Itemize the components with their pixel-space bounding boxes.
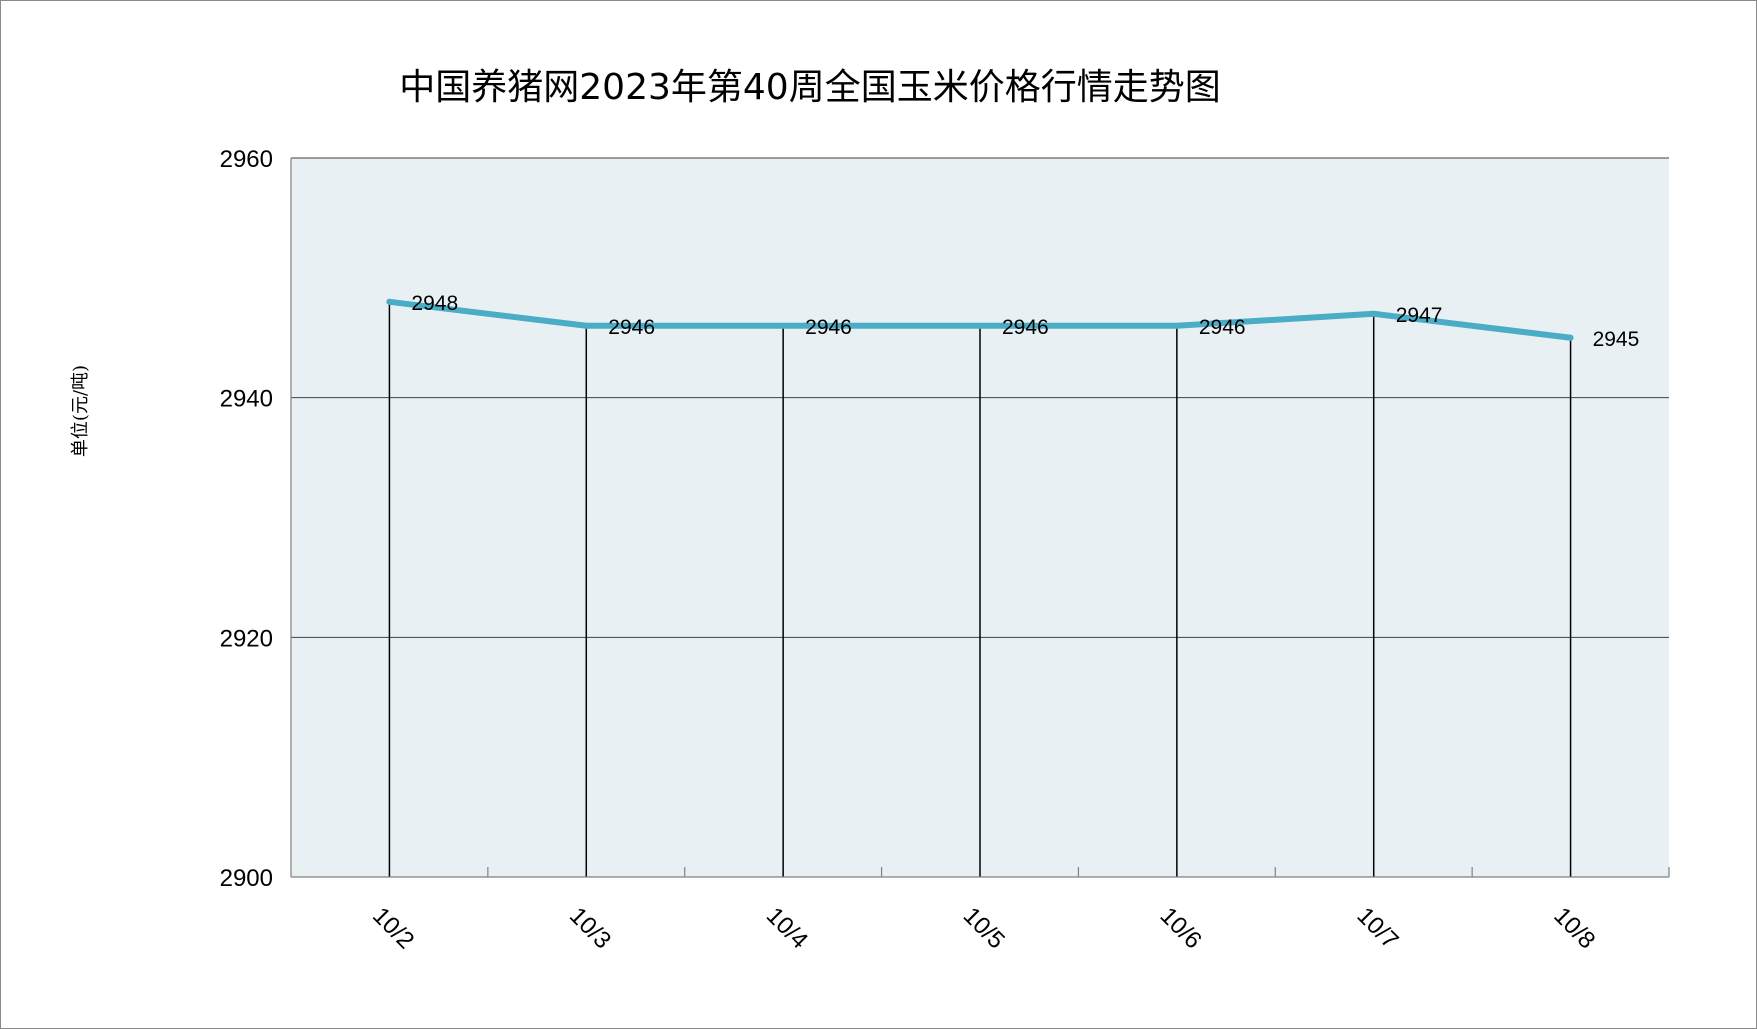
data-label: 2947	[1396, 304, 1443, 327]
chart-title: 中国养猪网2023年第40周全国玉米价格行情走势图	[399, 67, 1221, 108]
data-point	[386, 298, 393, 305]
data-label: 2948	[411, 292, 458, 315]
data-point	[583, 322, 590, 329]
y-tick-label: 2920	[220, 625, 273, 652]
x-tick-label: 10/6	[1155, 902, 1207, 954]
data-point	[977, 322, 983, 329]
drop-lines	[388, 301, 1572, 877]
x-tick-label: 10/5	[958, 902, 1010, 954]
data-label: 2946	[805, 316, 852, 339]
data-point	[1567, 334, 1574, 341]
data-label: 2946	[608, 316, 655, 339]
data-label: 2945	[1593, 328, 1640, 351]
data-label: 2946	[1199, 316, 1246, 339]
axes	[290, 158, 1670, 878]
data-point	[780, 322, 787, 329]
x-tick-label: 10/8	[1548, 902, 1600, 954]
x-tick-label: 10/4	[761, 902, 813, 954]
x-tick-label: 10/2	[367, 902, 419, 954]
y-tick-label: 2960	[220, 146, 273, 173]
x-tick-labels: 10/2 10/3 10/4 10/5 10/6 10/7 10/8	[367, 902, 1600, 954]
data-labels: 2948 2946 2946 2946 2946 2947 2945	[411, 292, 1639, 351]
data-label: 2946	[1002, 316, 1049, 339]
data-point	[1173, 322, 1180, 329]
series	[386, 298, 1574, 341]
x-tick-label: 10/7	[1351, 902, 1403, 954]
x-tick-label: 10/3	[564, 902, 616, 954]
y-tick-labels: 2900 2920 2940 2960	[220, 146, 273, 892]
data-point	[1370, 310, 1377, 317]
y-tick-label: 2900	[220, 865, 273, 892]
y-tick-label: 2940	[220, 386, 273, 413]
